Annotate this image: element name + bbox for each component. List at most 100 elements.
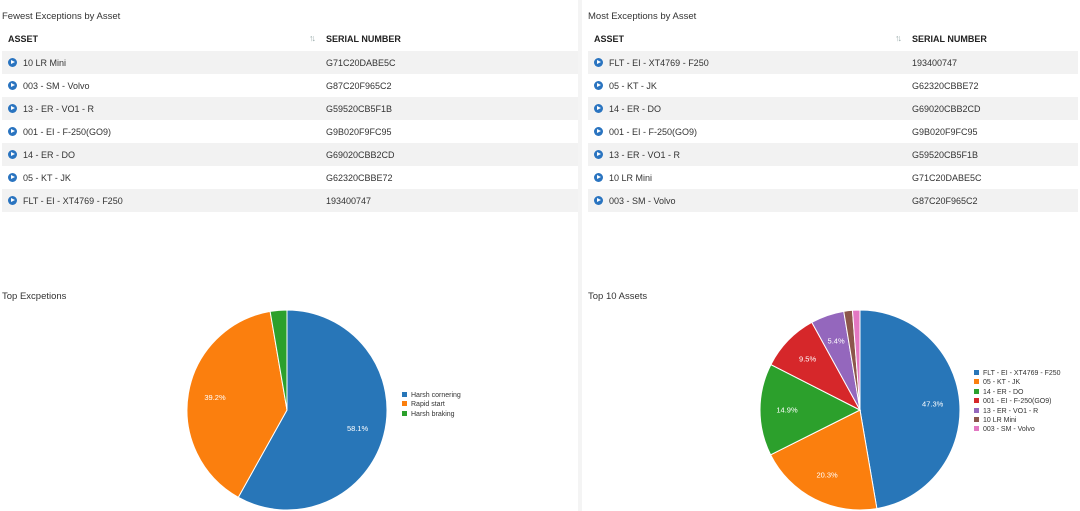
table-row[interactable]: 14 - ER - DO G69020CBB2CD [2,143,578,166]
slice-label: 5.4% [828,337,845,346]
serial-number-cell: G62320CBBE72 [320,166,578,189]
asset-name[interactable]: 14 - ER - DO [23,149,76,160]
asset-cell: FLT - EI - XT4769 - F250 [588,51,906,74]
slice-label: 20.3% [816,471,838,480]
asset-cell: 001 - EI - F-250(GO9) [588,120,906,143]
serial-number-cell: G69020CBB2CD [906,97,1078,120]
expand-arrow-icon[interactable] [8,103,17,113]
asset-cell: 10 LR Mini [588,166,906,189]
expand-arrow-icon[interactable] [8,80,17,90]
top-assets-panel: Top 10 Assets 47.3% 20.3% 14.9% 9.5% 5.4% FL… [582,288,1080,511]
legend-item[interactable]: 003 - SM - Volvo [974,425,1061,434]
legend-item[interactable]: 05 - KT - JK [974,378,1061,387]
legend-swatch [974,426,979,432]
expand-arrow-icon[interactable] [594,126,603,136]
table-row[interactable]: 001 - EI - F-250(GO9) G9B020F9FC95 [2,120,578,143]
pie-slice[interactable] [237,309,388,511]
asset-cell: 003 - SM - Volvo [2,74,320,97]
asset-name[interactable]: FLT - EI - XT4769 - F250 [609,57,709,68]
legend-label: 003 - SM - Volvo [983,426,1035,434]
table-row[interactable]: 003 - SM - Volvo G87C20F965C2 [588,189,1078,212]
asset-name[interactable]: FLT - EI - XT4769 - F250 [23,195,123,206]
expand-arrow-icon[interactable] [8,126,17,136]
table-row[interactable]: 05 - KT - JK G62320CBBE72 [2,166,578,189]
expand-arrow-icon[interactable] [8,195,17,205]
legend-item[interactable]: Rapid start [402,400,461,409]
sort-icon[interactable]: ↑↓ [895,33,902,43]
expand-arrow-icon[interactable] [8,172,17,182]
sort-icon[interactable]: ↑↓ [309,33,316,43]
asset-name[interactable]: 13 - ER - VO1 - R [609,149,681,160]
expand-arrow-icon[interactable] [594,195,603,205]
serial-number-cell: G59520CB5F1B [320,97,578,120]
table-row[interactable]: 14 - ER - DO G69020CBB2CD [588,97,1078,120]
legend-item[interactable]: 001 - EI - F-250(GO9) [974,397,1061,406]
legend-swatch [974,407,979,413]
legend-swatch [974,388,979,394]
pie-slice[interactable] [269,309,288,411]
asset-cell: 10 LR Mini [2,51,320,74]
legend-label: 14 - ER - DO [983,388,1024,396]
table-row[interactable]: 003 - SM - Volvo G87C20F965C2 [2,74,578,97]
legend-item[interactable]: Harsh braking [402,410,461,419]
legend-swatch [974,416,979,422]
legend-item[interactable]: Harsh cornering [402,391,461,400]
pie-slice[interactable] [186,310,288,499]
expand-arrow-icon[interactable] [8,57,17,67]
asset-name[interactable]: 003 - SM - Volvo [609,195,676,206]
legend-item[interactable]: 13 - ER - VO1 - R [974,407,1061,416]
table-row[interactable]: FLT - EI - XT4769 - F250 193400747 [2,189,578,212]
legend-item[interactable]: 10 LR Mini [974,416,1061,425]
expand-arrow-icon[interactable] [594,57,603,67]
asset-name[interactable]: 14 - ER - DO [609,103,662,114]
column-header-asset[interactable]: ASSET ↑↓ [2,27,320,51]
asset-name[interactable]: 13 - ER - VO1 - R [23,103,95,114]
asset-name[interactable]: 05 - KT - JK [609,80,657,91]
asset-cell: 05 - KT - JK [2,166,320,189]
column-header-label: ASSET [8,34,39,44]
table-row[interactable]: 001 - EI - F-250(GO9) G9B020F9FC95 [588,120,1078,143]
top-assets-legend: FLT - EI - XT4769 - F250 05 - KT - JK 14 -… [974,369,1061,435]
legend-swatch [974,398,979,404]
serial-number-cell: 193400747 [320,189,578,212]
asset-cell: 14 - ER - DO [2,143,320,166]
legend-label: Rapid start [411,401,445,409]
asset-cell: 003 - SM - Volvo [588,189,906,212]
legend-label: 001 - EI - F-250(GO9) [983,398,1052,406]
serial-number-cell: G69020CBB2CD [320,143,578,166]
slice-label: 58.1% [347,424,369,433]
expand-arrow-icon[interactable] [594,80,603,90]
table-row[interactable]: 05 - KT - JK G62320CBBE72 [588,74,1078,97]
legend-label: 10 LR Mini [983,416,1017,424]
column-header-serial-number[interactable]: SERIAL NUMBER [912,34,987,44]
pie-slice[interactable] [851,309,861,411]
expand-arrow-icon[interactable] [594,172,603,182]
fewest-exceptions-table: ASSET ↑↓ SERIAL NUMBER 10 LR Mini G71C20D… [2,27,578,212]
legend-item[interactable]: 14 - ER - DO [974,388,1061,397]
table-row[interactable]: 13 - ER - VO1 - R G59520CB5F1B [588,143,1078,166]
asset-name[interactable]: 003 - SM - Volvo [23,80,90,91]
pie-slice[interactable] [859,309,961,510]
pie-slice[interactable] [769,409,878,511]
table-row[interactable]: FLT - EI - XT4769 - F250 193400747 [588,51,1078,74]
serial-number-cell: 193400747 [906,51,1078,74]
asset-name[interactable]: 001 - EI - F-250(GO9) [23,126,112,137]
expand-arrow-icon[interactable] [594,103,603,113]
column-header-serial-number[interactable]: SERIAL NUMBER [326,34,401,44]
table-row[interactable]: 13 - ER - VO1 - R G59520CB5F1B [2,97,578,120]
legend-item[interactable]: FLT - EI - XT4769 - F250 [974,369,1061,378]
pie-slice[interactable] [759,363,862,456]
asset-name[interactable]: 05 - KT - JK [23,172,71,183]
table-row[interactable]: 10 LR Mini G71C20DABE5C [588,166,1078,189]
legend-label: 05 - KT - JK [983,379,1021,387]
asset-name[interactable]: 10 LR Mini [609,172,653,183]
table-row[interactable]: 10 LR Mini G71C20DABE5C [2,51,578,74]
panel-title: Top Excpetions [2,291,67,302]
column-header-asset[interactable]: ASSET ↑↓ [588,27,906,51]
slice-label: 9.5% [799,355,816,364]
asset-name[interactable]: 001 - EI - F-250(GO9) [609,126,698,137]
expand-arrow-icon[interactable] [8,149,17,159]
expand-arrow-icon[interactable] [594,149,603,159]
panel-title: Fewest Exceptions by Asset [2,11,121,22]
asset-name[interactable]: 10 LR Mini [23,57,67,68]
